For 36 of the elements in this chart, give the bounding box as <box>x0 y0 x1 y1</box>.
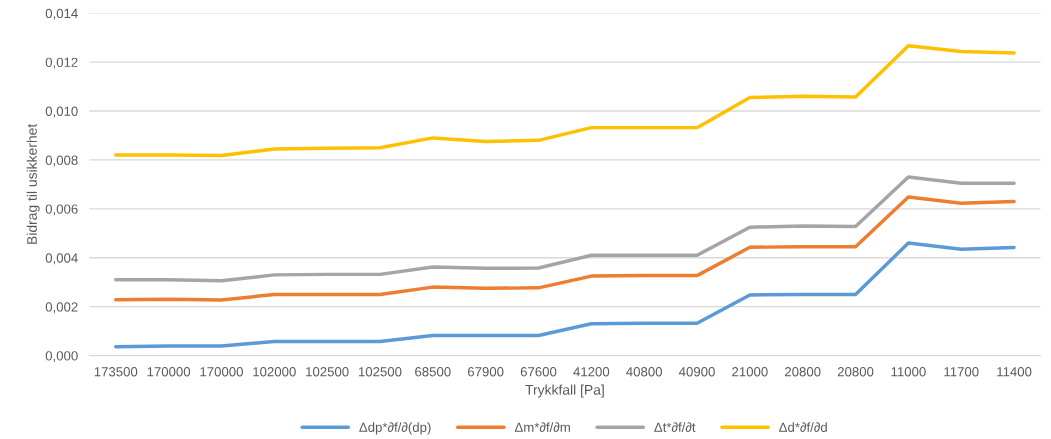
y-tick-label: 0,008 <box>45 155 78 167</box>
y-tick-label: 0,004 <box>45 253 78 265</box>
x-tick-label: 41200 <box>573 367 610 377</box>
x-tick-label: 11000 <box>891 367 926 377</box>
x-tick-label: 11700 <box>944 367 979 377</box>
y-tick-label: 0,010 <box>45 106 78 118</box>
y-axis-title: Bidrag til usikkerhet <box>26 123 40 244</box>
x-axis-title: Trykkfall [Pa] <box>525 384 604 398</box>
y-tick-label: 0,002 <box>45 302 78 314</box>
x-tick-label: 68500 <box>415 367 451 377</box>
x-tick-label: 102500 <box>306 367 349 377</box>
y-tick-label: 0,006 <box>45 204 78 216</box>
x-tick-label: 40800 <box>626 367 663 377</box>
x-tick-label: 170000 <box>147 367 191 377</box>
legend-label: Δdp*∂f/∂(dp) <box>359 422 431 435</box>
line-series <box>114 241 1016 349</box>
line-series <box>114 195 1016 302</box>
line-series <box>114 43 1016 158</box>
line-series <box>114 175 1016 283</box>
x-tick-label: 67600 <box>520 367 557 377</box>
y-tick-label: 0,012 <box>45 57 78 69</box>
x-tick-label: 102500 <box>358 367 402 377</box>
x-tick-label: 170000 <box>200 367 243 377</box>
x-tick-label: 11400 <box>997 367 1032 377</box>
legend-label: Δd*∂f/∂d <box>779 422 827 432</box>
y-tick-label: 0,000 <box>45 351 78 363</box>
legend-label: Δt*∂f/∂t <box>654 422 696 432</box>
x-tick-label: 40900 <box>678 367 715 377</box>
x-tick-label: 102000 <box>253 367 296 377</box>
x-tick-label: 20800 <box>785 367 821 377</box>
legend-label: Δm*∂f/∂m <box>514 422 570 432</box>
x-tick-label: 173500 <box>94 367 138 377</box>
y-tick-label: 0,014 <box>45 8 78 20</box>
x-tick-label: 20800 <box>837 367 874 377</box>
x-tick-label: 67900 <box>467 367 504 377</box>
x-tick-label: 21000 <box>732 367 768 377</box>
